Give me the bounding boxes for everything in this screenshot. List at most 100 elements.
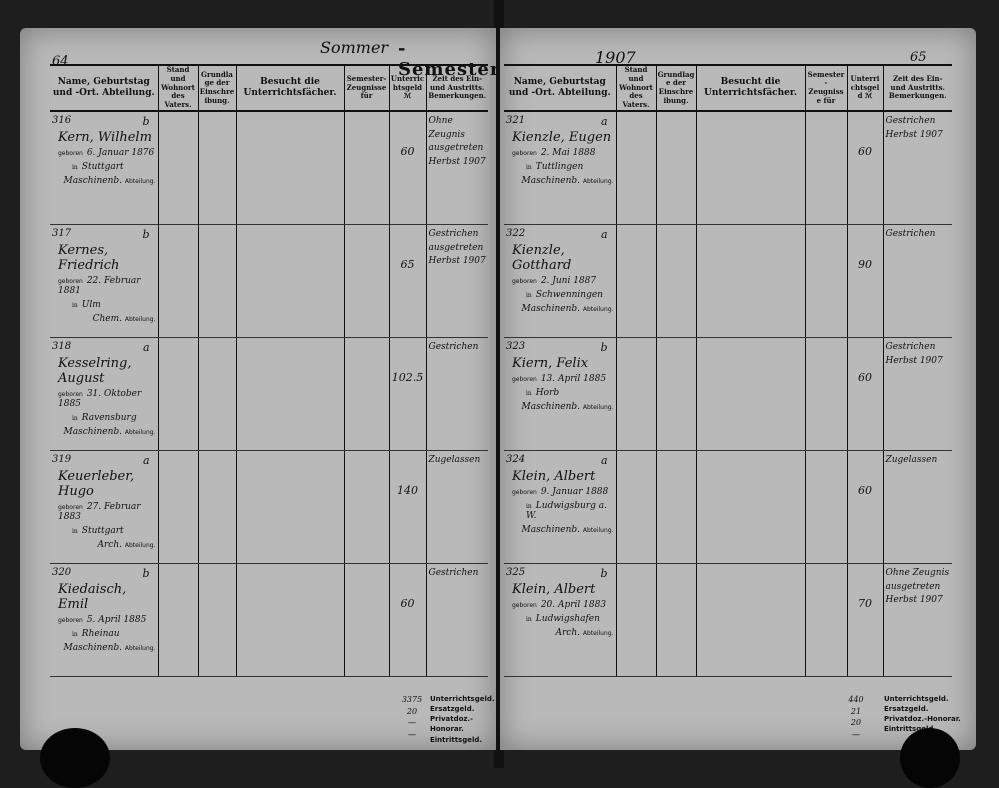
- remarks-cell: Zugelassen: [882, 450, 952, 564]
- department-value: Arch.: [97, 540, 123, 550]
- student-name: Klein, Albert: [512, 469, 596, 484]
- department: Maschinenb. Abteilung.: [506, 176, 614, 186]
- birth-date: geboren 20. April 1883: [512, 600, 614, 610]
- grundlage-cell: [197, 450, 236, 564]
- department-value: Maschinenb.: [521, 304, 580, 314]
- born-label: geboren: [58, 391, 83, 398]
- footer-label: Eintrittsgeld.: [884, 725, 937, 734]
- remark-text: Gestrichen Herbst 1907: [885, 342, 943, 366]
- department-label: Abteilung.: [124, 542, 156, 549]
- header-besucht: Besucht die Unterrichtsfächer.: [235, 64, 344, 112]
- in-label: in: [526, 616, 532, 623]
- birth-date-value: 5. April 1885: [86, 615, 147, 625]
- entry-class: b: [600, 341, 608, 354]
- birth-date: geboren 2. Mai 1888: [512, 148, 614, 158]
- header-zeugnisse: Semester-Zeugnisse für: [804, 64, 847, 112]
- remarks-cell: Gestrichen ausgetreten Herbst 1907: [425, 224, 488, 338]
- born-label: geboren: [58, 504, 83, 511]
- remarks-cell: Gestrichen Herbst 1907: [882, 111, 952, 225]
- zeugnisse-cell: [343, 563, 389, 677]
- register-entry: 318 a Kesselring, August geboren 31. Oktober…: [50, 337, 488, 451]
- name-cell: 321 a Kienzle, Eugen geboren 2. Mai 1888 in Tu…: [504, 111, 616, 225]
- in-label: in: [72, 302, 78, 309]
- department-label: Abteilung.: [124, 178, 156, 185]
- birth-place-value: Ludwigsburg a. W.: [526, 501, 608, 521]
- fee-value: 60: [400, 597, 415, 610]
- birth-place-value: Ludwigshafen: [535, 614, 600, 624]
- name-cell: 325 b Klein, Albert geboren 20. April 1883 in…: [504, 563, 616, 677]
- footer-value: —: [852, 729, 860, 739]
- register-table: Name, Geburtstag und -Ort. Abteilung. St…: [50, 64, 488, 677]
- department: Chem. Abteilung.: [52, 314, 156, 324]
- remark-text: Zugelassen: [428, 455, 481, 465]
- grundlage-cell: [655, 224, 696, 338]
- student-name: Kiedaisch, Emil: [58, 582, 127, 612]
- fee-value: 60: [858, 371, 872, 384]
- stand-cell: [615, 224, 656, 338]
- name-cell: 323 b Kiern, Felix geboren 13. April 1885 in H…: [504, 337, 616, 451]
- birth-date: geboren 27. Februar 1883: [58, 502, 156, 522]
- footer-label: Privatdoz.-Honorar.: [430, 715, 474, 734]
- birth-place-value: Stuttgart: [81, 526, 124, 536]
- register-entry: 317 b Kernes, Friedrich geboren 22. Februar …: [50, 224, 488, 338]
- department: Maschinenb. Abteilung.: [506, 304, 614, 314]
- footer-label: Unterrichtsgeld.: [884, 695, 949, 703]
- stand-cell: [157, 111, 198, 225]
- entry-number: 317: [52, 228, 72, 239]
- year-handwritten: 1907: [595, 48, 636, 67]
- entry-class: a: [600, 115, 608, 128]
- header-name: Name, Geburtstag und -Ort. Abteilung.: [50, 64, 158, 112]
- grundlage-cell: [655, 337, 696, 451]
- department: Maschinenb. Abteilung.: [52, 427, 156, 437]
- page-number: 65: [910, 50, 927, 65]
- footer-value: 3375: [401, 695, 423, 704]
- book-spine: [494, 0, 504, 768]
- birth-date: geboren 2. Juni 1887: [512, 276, 614, 286]
- header-stand: Stand und Wohnort des Vaters.: [157, 64, 198, 112]
- department-label: Abteilung.: [582, 306, 614, 313]
- born-label: geboren: [512, 150, 537, 157]
- entry-number: 324: [506, 454, 526, 465]
- zeugnisse-cell: [343, 450, 389, 564]
- footer-labels: Unterrichtsgeld. Ersatzgeld. Privatdoz.-…: [430, 694, 496, 745]
- birth-date-value: 31. Oktober 1885: [58, 389, 142, 409]
- entry-number: 322: [506, 228, 526, 239]
- header-zeit: Zeit des Ein- und Austritts. Bemerkungen…: [425, 64, 488, 112]
- in-label: in: [526, 164, 532, 171]
- birth-place: in Stuttgart: [72, 526, 156, 536]
- header-name: Name, Geburtstag und -Ort. Abteilung.: [504, 64, 616, 112]
- department-label: Abteilung.: [582, 527, 614, 534]
- birth-date-value: 13. April 1885: [540, 374, 607, 384]
- grundlage-cell: [197, 563, 236, 677]
- subjects-cell: [695, 224, 805, 338]
- birth-place: in Rheinau: [72, 629, 156, 639]
- department-value: Chem.: [92, 314, 122, 324]
- in-label: in: [72, 631, 78, 638]
- register-entry: 319 a Keuerleber, Hugo geboren 27. Februar 1…: [50, 450, 488, 564]
- entry-number: 323: [506, 341, 526, 352]
- footer-value: 20: [406, 706, 418, 716]
- born-label: geboren: [58, 278, 83, 285]
- footer-label: Unterrichtsgeld.: [430, 695, 495, 703]
- subjects-cell: [695, 111, 805, 225]
- birth-date-value: 2. Mai 1888: [540, 148, 596, 158]
- birth-place: in Ulm: [72, 300, 156, 310]
- birth-date: geboren 9. Januar 1888: [512, 487, 614, 497]
- in-label: in: [72, 415, 78, 422]
- zeugnisse-cell: [804, 563, 847, 677]
- birth-place: in Horb: [526, 388, 614, 398]
- grundlage-cell: [197, 337, 236, 451]
- header-zeit: Zeit des Ein- und Austritts. Bemerkungen…: [882, 64, 952, 112]
- semester-handwritten: Sommer: [320, 38, 389, 57]
- remark-text: Gestrichen: [428, 342, 479, 352]
- footer-label: Ersatzgeld.: [884, 705, 929, 714]
- department: Maschinenb. Abteilung.: [506, 525, 614, 535]
- entry-number: 318: [52, 341, 72, 352]
- department-label: Abteilung.: [582, 630, 614, 637]
- header-grundlage: Grundlage der Einschreibung.: [197, 64, 236, 112]
- department-value: Maschinenb.: [63, 427, 122, 437]
- remark-text: Gestrichen: [885, 229, 936, 239]
- entry-class: b: [600, 567, 608, 580]
- fee-cell: 102.5: [388, 337, 426, 451]
- header-grundlage: Grundlage der Einschreibung.: [655, 64, 696, 112]
